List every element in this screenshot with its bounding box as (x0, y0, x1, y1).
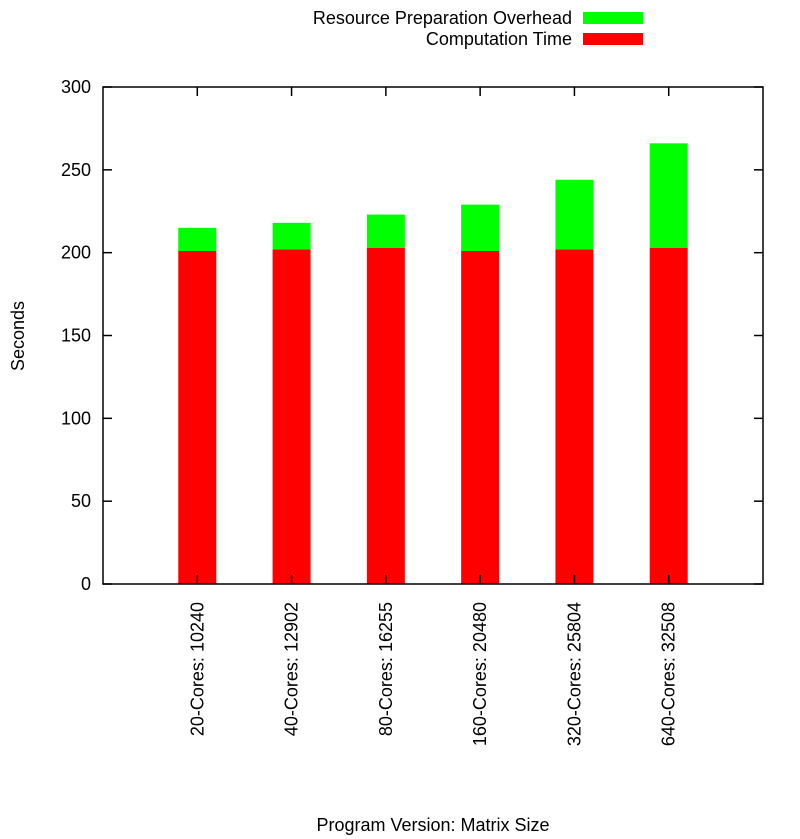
bar-computation-time (366, 247, 405, 585)
y-tick-label: 100 (61, 408, 91, 428)
x-tick-label: 160-Cores: 20480 (470, 602, 490, 746)
legend-label: Computation Time (426, 29, 572, 49)
y-tick-label: 50 (71, 491, 91, 511)
bar-computation-time (461, 251, 500, 584)
bar-resource-preparation-overhead (649, 143, 688, 248)
y-tick-label: 150 (61, 326, 91, 346)
y-axis-label: Seconds (8, 301, 28, 371)
bar-resource-preparation-overhead (272, 222, 311, 250)
bar-computation-time (272, 249, 311, 584)
y-axis: 0 50 100 150 200 250 300 (61, 77, 763, 594)
legend-swatch (583, 12, 643, 24)
x-axis: 20-Cores: 10240 40-Cores: 12902 80-Cores: … (187, 87, 679, 746)
legend-label: Resource Preparation Overhead (313, 8, 572, 28)
legend-swatch (583, 33, 643, 45)
x-tick-label: 40-Cores: 12902 (282, 602, 302, 736)
bar-resource-preparation-overhead (555, 179, 594, 250)
bar-resource-preparation-overhead (461, 204, 500, 252)
bars (178, 143, 688, 585)
bar-computation-time (178, 251, 217, 584)
x-tick-label: 320-Cores: 25804 (564, 602, 584, 746)
bar-computation-time (649, 247, 688, 585)
x-axis-label: Program Version: Matrix Size (316, 815, 549, 835)
y-tick-label: 300 (61, 77, 91, 97)
x-tick-label: 80-Cores: 16255 (376, 602, 396, 736)
x-tick-label: 20-Cores: 10240 (187, 602, 207, 736)
y-tick-label: 0 (81, 574, 91, 594)
bar-computation-time (555, 249, 594, 584)
y-tick-label: 200 (61, 243, 91, 263)
y-tick-label: 250 (61, 160, 91, 180)
legend: Resource Preparation OverheadComputation… (313, 8, 643, 49)
bar-resource-preparation-overhead (366, 214, 405, 248)
x-tick-label: 640-Cores: 32508 (659, 602, 679, 746)
bar-resource-preparation-overhead (178, 227, 217, 252)
